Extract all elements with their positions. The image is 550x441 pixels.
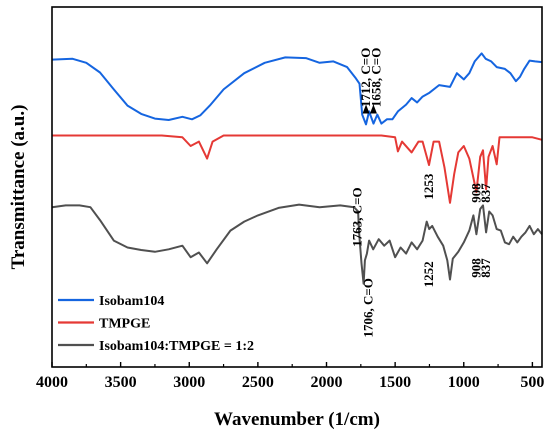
peak-annotation: 837 (478, 258, 493, 278)
plot-frame (51, 6, 543, 368)
series-line-1 (51, 52, 543, 126)
legend-label-2: TMPGE (99, 317, 150, 332)
x-axis-ticks: 4000 3500 3000 2500 2000 1500 1000 500 (36, 362, 544, 391)
legend-label-1: Isobam104 (99, 294, 164, 309)
series-line-2 (52, 134, 543, 204)
x-tick-label: 2000 (311, 374, 343, 391)
x-tick-label: 3000 (173, 374, 205, 391)
x-tick-label: 2500 (242, 374, 274, 391)
peak-annotation: 1712, C=O (358, 48, 373, 107)
peak-annotation: 1706, C=O (360, 278, 375, 337)
y-axis-title: Transmittance (a.u.) (8, 105, 29, 270)
series-layer (51, 52, 543, 285)
legend-label-3: Isobam104:TMPGE = 1:2 (99, 339, 254, 354)
x-tick-label: 1000 (448, 374, 480, 391)
peak-arrow (369, 104, 377, 114)
annotation-arrows (362, 104, 377, 114)
series-line-3 (51, 203, 543, 285)
peak-arrow (362, 104, 370, 114)
peak-annotation: 908 (468, 258, 483, 278)
peak-annotation: 908 (468, 183, 483, 203)
x-axis-title: Wavenumber (1/cm) (214, 409, 380, 430)
x-tick-label: 4000 (36, 374, 68, 391)
peak-annotation: 1658, C=O (369, 48, 384, 107)
x-tick-label: 1500 (379, 374, 411, 391)
peak-annotation: 837 (478, 183, 493, 203)
peak-annotation: 1252 (421, 261, 436, 287)
x-tick-label: 3500 (105, 374, 137, 391)
legend: Isobam104 TMPGE Isobam104:TMPGE = 1:2 (58, 294, 254, 354)
peak-annotation: 1763, C=O (349, 187, 364, 246)
x-tick-label: 500 (520, 374, 544, 391)
peak-annotation: 1253 (421, 173, 436, 200)
